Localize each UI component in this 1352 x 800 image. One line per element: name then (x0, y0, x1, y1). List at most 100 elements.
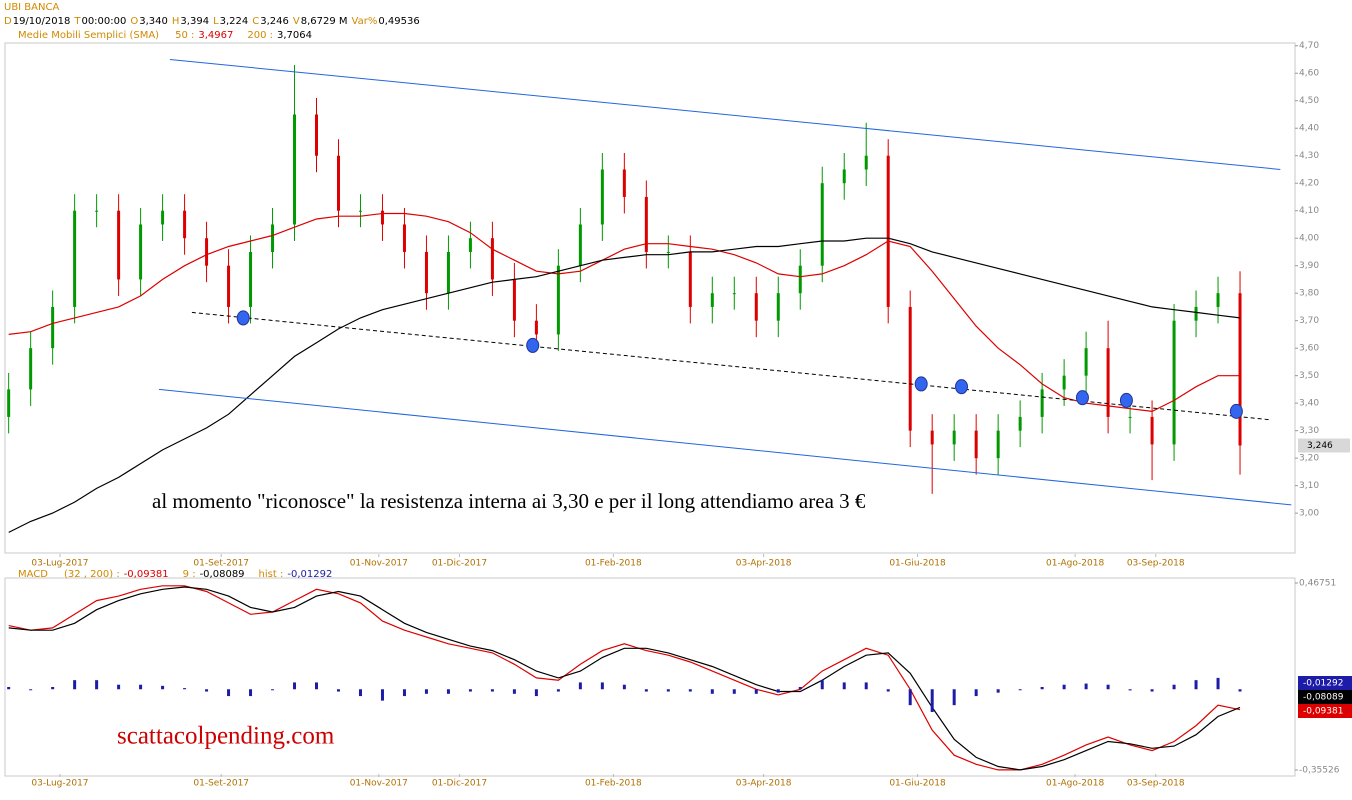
macd-panel: 0,46751 -0,35526 03-Lug-2017 01-Set-2017 01-… (7, 579, 1352, 789)
touch-marker (1119, 392, 1133, 408)
info-label: V (292, 16, 300, 27)
hist-bar (930, 689, 934, 712)
candle-body (1106, 348, 1110, 417)
macd-series-name: 9 : (182, 569, 196, 580)
candle-body (1194, 306, 1198, 321)
x-tick-label: 01-Dic-2017 (432, 559, 487, 569)
candle-body (7, 389, 11, 417)
candle-body (820, 183, 824, 266)
candle-body (73, 210, 77, 307)
y-tick-label: -0,35526 (1299, 766, 1340, 776)
info-label: Var% (351, 16, 378, 27)
hist-bar (886, 689, 890, 692)
hist-bar (1216, 677, 1220, 690)
y-tick-label: 3,90 (1299, 261, 1319, 271)
macd-series-name: hist : (258, 569, 284, 580)
candle-body (952, 430, 956, 445)
x-tick-label: 01-Nov-2017 (350, 559, 408, 569)
hist-bar (1018, 689, 1022, 691)
candle-body (842, 169, 846, 184)
candle-body (139, 224, 143, 280)
hist-bar (908, 689, 912, 706)
candle-body (1238, 293, 1242, 446)
candle-body (490, 238, 494, 280)
hist-bar (754, 689, 758, 694)
candle-body (468, 238, 472, 252)
candle-body (776, 293, 780, 321)
info-value: 8,6729 M (300, 16, 348, 27)
hist-bar (315, 682, 319, 690)
candle-body (205, 238, 209, 266)
x-tick-label: 01-Feb-2018 (585, 559, 642, 569)
price-panel-frame (4, 42, 1296, 554)
candle-body (996, 430, 1000, 459)
info-value: 00:00:00 (81, 16, 127, 27)
sma-value: 3,7064 (277, 30, 312, 41)
candle-body (930, 430, 934, 445)
y-tick-label: 4,20 (1299, 179, 1319, 189)
y-tick-label: 3,30 (1299, 426, 1319, 436)
hist-bar (95, 680, 99, 690)
hist-bar (600, 682, 604, 690)
y-tick-label: 4,70 (1299, 41, 1319, 51)
hist-bar (732, 689, 736, 694)
last-value-label: -0,08089 (1303, 693, 1344, 703)
candle-body (908, 306, 912, 431)
touch-marker (955, 379, 969, 395)
sma-legend: Medie Mobili Semplici (SMA) 50 :3,4967 200… (18, 30, 326, 42)
info-value: 3,224 (219, 16, 249, 27)
info-value: 3,340 (139, 16, 168, 27)
hist-bar (183, 688, 187, 690)
candle-body (358, 210, 362, 212)
info-label: C (252, 16, 260, 27)
info-label: H (171, 16, 180, 27)
instrument-title: UBI BANCA (4, 2, 60, 13)
x-tick-label: 01-Ago-2018 (1046, 559, 1104, 569)
macd-panel-frame (4, 577, 1296, 777)
candle-body (556, 265, 560, 335)
hist-bar (512, 689, 516, 694)
hist-bar (139, 684, 143, 690)
series-line (8, 212, 1240, 413)
candle-body (424, 251, 428, 294)
last-price-label: 3,246 (1307, 441, 1333, 451)
hist-bar (534, 689, 538, 697)
sma-name: 200 : (247, 30, 273, 41)
hist-bar (710, 689, 714, 694)
candle-body (293, 114, 297, 225)
candle-body (1040, 389, 1044, 417)
hist-bar (227, 689, 231, 697)
hist-bar (688, 689, 692, 692)
info-value: 19/10/2018 (12, 16, 71, 27)
hist-bar (974, 689, 978, 697)
y-tick-label: 4,00 (1299, 234, 1319, 244)
y-tick-label: 4,30 (1299, 151, 1319, 161)
y-tick-label: 0,46751 (1299, 579, 1336, 589)
hist-bar (1194, 680, 1198, 690)
candle-body (644, 196, 648, 252)
candle-body (51, 306, 55, 349)
last-value-label: -0,01292 (1303, 679, 1343, 689)
touch-marker (526, 337, 540, 353)
hist-bar (1238, 689, 1242, 692)
candle-body (249, 251, 253, 307)
trendline (158, 388, 1292, 506)
x-tick-label: 03-Sep-2018 (1127, 779, 1185, 789)
candle-body (534, 320, 538, 335)
hist-bar (293, 682, 297, 690)
hist-bar (29, 689, 33, 691)
hist-bar (205, 689, 209, 692)
candle-body (1062, 375, 1066, 390)
y-tick-label: 3,70 (1299, 316, 1319, 326)
hist-bar (468, 689, 472, 692)
candle-body (315, 114, 319, 156)
y-tick-label: 4,60 (1299, 69, 1319, 79)
hist-bar (996, 689, 1000, 693)
info-label: O (130, 16, 139, 27)
macd-series-name: (32 , 200) : (63, 569, 120, 580)
macd-legend: MACD (32 , 200) : -0,09381 9 : -0,08089 hist … (18, 569, 346, 581)
last-value-box (1298, 704, 1352, 718)
macd-series-value: -0,08089 (199, 569, 245, 580)
hist-bar (798, 686, 802, 690)
y-tick-label: 4,40 (1299, 124, 1319, 134)
